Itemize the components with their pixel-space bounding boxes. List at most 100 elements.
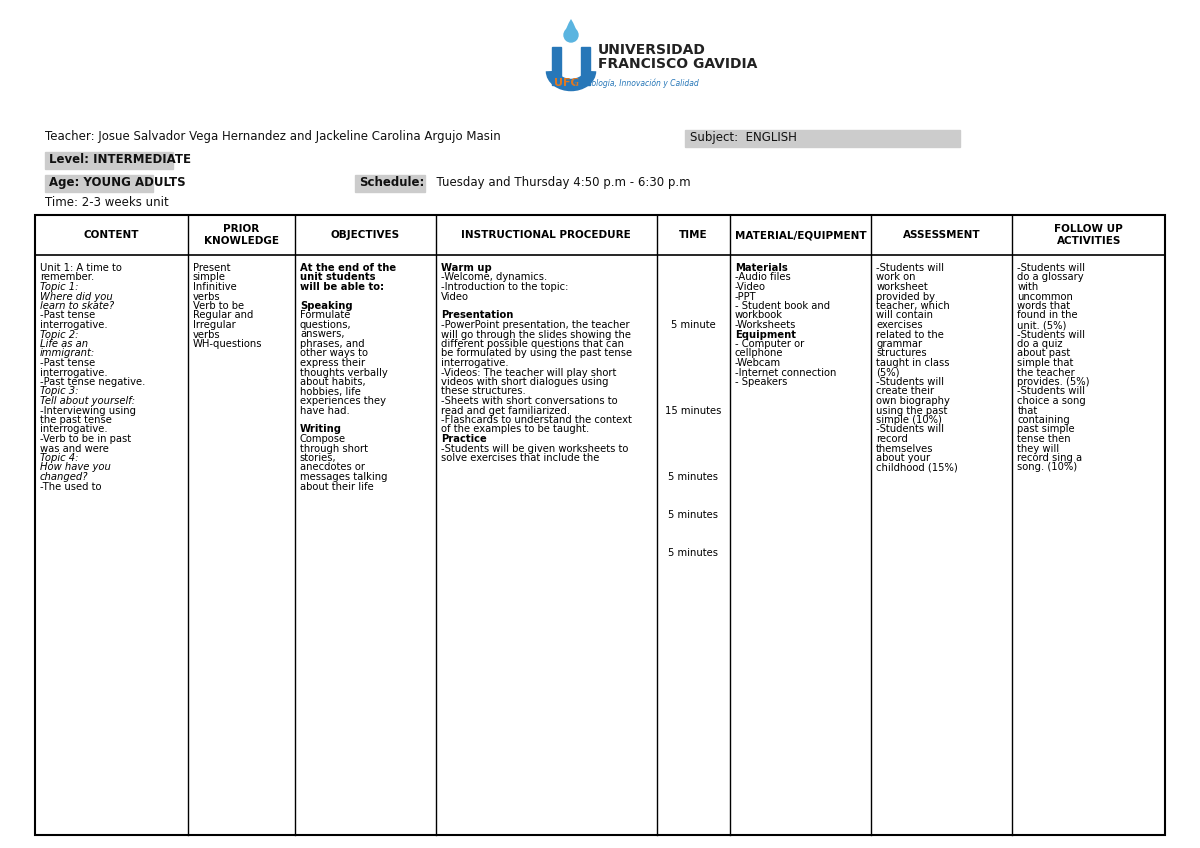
Text: cellphone: cellphone xyxy=(734,349,784,359)
Text: learn to skate?: learn to skate? xyxy=(40,301,114,311)
Text: -Past tense: -Past tense xyxy=(40,358,95,368)
Text: about your: about your xyxy=(876,453,930,463)
Text: UNIVERSIDAD: UNIVERSIDAD xyxy=(598,43,706,57)
Text: Schedule:: Schedule: xyxy=(359,176,425,189)
Text: Level: INTERMEDIATE: Level: INTERMEDIATE xyxy=(49,153,191,166)
Text: containing: containing xyxy=(1018,415,1070,425)
Text: song. (10%): song. (10%) xyxy=(1018,462,1078,472)
Text: worksheet: worksheet xyxy=(876,282,928,292)
Text: Tecnología, Innovación y Calidad: Tecnología, Innovación y Calidad xyxy=(574,79,698,88)
Text: Age: YOUNG ADULTS: Age: YOUNG ADULTS xyxy=(49,176,186,189)
Text: with: with xyxy=(1018,282,1039,292)
Text: (5%): (5%) xyxy=(876,367,900,377)
Text: -Sheets with short conversations to: -Sheets with short conversations to xyxy=(442,396,618,406)
Text: Tell about yourself:: Tell about yourself: xyxy=(40,396,136,406)
Text: do a glossary: do a glossary xyxy=(1018,272,1084,282)
Text: that: that xyxy=(1018,405,1038,416)
Text: grammar: grammar xyxy=(876,339,923,349)
Text: record sing a: record sing a xyxy=(1018,453,1082,463)
Text: -Past tense negative.: -Past tense negative. xyxy=(40,377,145,387)
Text: - Student book and: - Student book and xyxy=(734,301,830,311)
Text: childhood (15%): childhood (15%) xyxy=(876,462,958,472)
Text: they will: they will xyxy=(1018,444,1060,454)
Text: -Internet connection: -Internet connection xyxy=(734,367,836,377)
Text: Irregular: Irregular xyxy=(192,320,235,330)
Text: -Students will: -Students will xyxy=(1018,330,1086,339)
Text: 5 minutes: 5 minutes xyxy=(668,472,719,482)
Text: -Video: -Video xyxy=(734,282,766,292)
Text: Topic 2:: Topic 2: xyxy=(40,330,78,339)
Text: solve exercises that include the: solve exercises that include the xyxy=(442,453,600,463)
Text: Writing: Writing xyxy=(300,425,342,434)
Text: -Audio files: -Audio files xyxy=(734,272,791,282)
Text: Materials: Materials xyxy=(734,263,787,273)
Text: taught in class: taught in class xyxy=(876,358,949,368)
Text: - Computer or: - Computer or xyxy=(734,339,804,349)
Text: -Worksheets: -Worksheets xyxy=(734,320,797,330)
Text: Speaking: Speaking xyxy=(300,301,353,311)
Text: -PowerPoint presentation, the teacher: -PowerPoint presentation, the teacher xyxy=(442,320,630,330)
Text: themselves: themselves xyxy=(876,444,934,454)
Text: -Past tense: -Past tense xyxy=(40,310,95,321)
Text: own biography: own biography xyxy=(876,396,950,406)
Text: -Webcam: -Webcam xyxy=(734,358,781,368)
Text: workbook: workbook xyxy=(734,310,782,321)
Text: will be able to:: will be able to: xyxy=(300,282,384,292)
Text: Compose: Compose xyxy=(300,434,346,444)
Text: be formulated by using the past tense: be formulated by using the past tense xyxy=(442,349,632,359)
Text: simple that: simple that xyxy=(1018,358,1074,368)
Text: -Students will: -Students will xyxy=(876,263,944,273)
Bar xyxy=(35,215,1165,835)
Bar xyxy=(46,175,154,192)
Text: - Speakers: - Speakers xyxy=(734,377,787,387)
Text: -Interviewing using: -Interviewing using xyxy=(40,405,136,416)
Text: -Students will be given worksheets to: -Students will be given worksheets to xyxy=(442,444,629,454)
Text: express their: express their xyxy=(300,358,365,368)
Bar xyxy=(581,47,590,85)
Text: Subject:  ENGLISH: Subject: ENGLISH xyxy=(690,131,797,144)
Text: Topic 4:: Topic 4: xyxy=(40,453,78,463)
Text: other ways to: other ways to xyxy=(300,349,368,359)
Text: do a quiz: do a quiz xyxy=(1018,339,1063,349)
Text: these structures.: these structures. xyxy=(442,387,526,397)
Text: Practice: Practice xyxy=(442,434,487,444)
Text: have had.: have had. xyxy=(300,405,349,416)
Text: interrogative.: interrogative. xyxy=(40,425,108,434)
Text: videos with short dialogues using: videos with short dialogues using xyxy=(442,377,608,387)
Text: related to the: related to the xyxy=(876,330,944,339)
Text: read and get familiarized.: read and get familiarized. xyxy=(442,405,570,416)
Text: record: record xyxy=(876,434,908,444)
Text: interrogative.: interrogative. xyxy=(442,358,509,368)
Text: interrogative.: interrogative. xyxy=(40,367,108,377)
Text: -Students will: -Students will xyxy=(1018,263,1086,273)
Text: verbs: verbs xyxy=(192,292,220,302)
Text: uncommon: uncommon xyxy=(1018,292,1073,302)
Bar xyxy=(35,215,1165,255)
Text: will contain: will contain xyxy=(876,310,934,321)
Text: found in the: found in the xyxy=(1018,310,1078,321)
Text: At the end of the: At the end of the xyxy=(300,263,396,273)
Text: OBJECTIVES: OBJECTIVES xyxy=(331,230,400,240)
Text: simple (10%): simple (10%) xyxy=(876,415,942,425)
Text: about past: about past xyxy=(1018,349,1070,359)
Text: INSTRUCTIONAL PROCEDURE: INSTRUCTIONAL PROCEDURE xyxy=(462,230,631,240)
Text: ASSESSMENT: ASSESSMENT xyxy=(904,230,980,240)
Text: structures: structures xyxy=(876,349,926,359)
Text: WH-questions: WH-questions xyxy=(192,339,262,349)
Text: will go through the slides showing the: will go through the slides showing the xyxy=(442,330,631,339)
Text: Video: Video xyxy=(442,292,469,302)
Text: past simple: past simple xyxy=(1018,425,1075,434)
Text: Warm up: Warm up xyxy=(442,263,492,273)
Text: Regular and: Regular and xyxy=(192,310,253,321)
Text: thoughts verbally: thoughts verbally xyxy=(300,367,388,377)
Text: messages talking: messages talking xyxy=(300,472,388,482)
Text: answers,: answers, xyxy=(300,330,344,339)
Text: Present: Present xyxy=(192,263,230,273)
PathPatch shape xyxy=(564,19,578,35)
Text: How have you: How have you xyxy=(40,462,110,472)
Text: using the past: using the past xyxy=(876,405,948,416)
Text: Topic 1:: Topic 1: xyxy=(40,282,78,292)
Text: PRIOR
KNOWLEDGE: PRIOR KNOWLEDGE xyxy=(204,224,278,246)
Text: FOLLOW UP
ACTIVITIES: FOLLOW UP ACTIVITIES xyxy=(1055,224,1123,246)
Text: stories,: stories, xyxy=(300,453,336,463)
